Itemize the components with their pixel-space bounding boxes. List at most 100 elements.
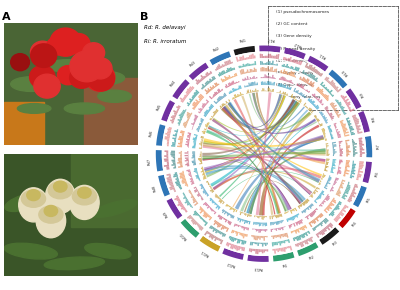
- Text: Ri1: Ri1: [282, 264, 288, 269]
- Polygon shape: [194, 115, 198, 117]
- Polygon shape: [192, 86, 195, 89]
- Polygon shape: [207, 193, 208, 195]
- Polygon shape: [310, 194, 313, 197]
- Polygon shape: [294, 215, 297, 218]
- Polygon shape: [225, 71, 227, 73]
- Polygon shape: [183, 208, 186, 210]
- Polygon shape: [230, 236, 232, 240]
- Polygon shape: [176, 106, 180, 109]
- Polygon shape: [352, 190, 355, 192]
- Polygon shape: [202, 158, 286, 212]
- Polygon shape: [203, 211, 206, 214]
- Polygon shape: [164, 138, 170, 140]
- Polygon shape: [255, 249, 257, 254]
- Polygon shape: [294, 66, 297, 71]
- Polygon shape: [193, 125, 194, 126]
- Polygon shape: [194, 168, 197, 170]
- Polygon shape: [325, 197, 329, 200]
- Polygon shape: [178, 124, 180, 126]
- Polygon shape: [214, 237, 218, 241]
- Polygon shape: [178, 122, 181, 124]
- Polygon shape: [262, 216, 264, 220]
- Polygon shape: [188, 143, 189, 144]
- Polygon shape: [218, 197, 220, 199]
- Polygon shape: [220, 66, 223, 68]
- Ellipse shape: [72, 188, 96, 205]
- Polygon shape: [338, 168, 339, 170]
- Polygon shape: [353, 155, 354, 157]
- Polygon shape: [239, 225, 241, 226]
- Polygon shape: [156, 124, 166, 146]
- Polygon shape: [337, 172, 341, 174]
- Polygon shape: [295, 244, 297, 247]
- Polygon shape: [274, 222, 276, 224]
- Polygon shape: [229, 102, 310, 195]
- Polygon shape: [319, 111, 321, 113]
- Polygon shape: [185, 157, 189, 159]
- Text: Rd10: Rd10: [178, 231, 188, 240]
- Polygon shape: [197, 173, 198, 175]
- Polygon shape: [219, 72, 222, 76]
- Polygon shape: [329, 130, 332, 132]
- Polygon shape: [279, 241, 281, 246]
- Polygon shape: [262, 125, 320, 215]
- Polygon shape: [338, 136, 341, 138]
- Polygon shape: [323, 117, 325, 119]
- Polygon shape: [326, 151, 328, 152]
- Polygon shape: [257, 229, 258, 231]
- Polygon shape: [329, 131, 332, 133]
- Polygon shape: [320, 81, 324, 86]
- Polygon shape: [206, 181, 209, 183]
- Polygon shape: [185, 184, 188, 186]
- Polygon shape: [316, 187, 320, 190]
- Polygon shape: [352, 188, 356, 191]
- Polygon shape: [199, 95, 204, 99]
- Polygon shape: [310, 67, 314, 71]
- Polygon shape: [192, 126, 194, 128]
- Polygon shape: [246, 79, 248, 80]
- Polygon shape: [342, 125, 346, 128]
- Polygon shape: [337, 191, 341, 194]
- Polygon shape: [201, 122, 203, 124]
- Polygon shape: [236, 88, 238, 91]
- Polygon shape: [255, 235, 257, 240]
- Polygon shape: [349, 108, 351, 111]
- Polygon shape: [226, 227, 228, 229]
- Polygon shape: [321, 230, 325, 235]
- Polygon shape: [353, 187, 356, 189]
- Polygon shape: [326, 80, 329, 83]
- Polygon shape: [206, 124, 209, 126]
- Text: Ri5: Ri5: [366, 197, 372, 204]
- Polygon shape: [306, 199, 308, 202]
- Polygon shape: [346, 160, 350, 162]
- Polygon shape: [208, 127, 276, 215]
- Polygon shape: [192, 219, 196, 223]
- Polygon shape: [266, 249, 268, 251]
- Polygon shape: [191, 217, 194, 220]
- Polygon shape: [282, 240, 284, 243]
- Polygon shape: [286, 64, 288, 68]
- Polygon shape: [350, 175, 354, 177]
- Polygon shape: [354, 185, 358, 188]
- Polygon shape: [282, 77, 285, 81]
- Polygon shape: [272, 75, 274, 79]
- Polygon shape: [325, 166, 329, 167]
- Polygon shape: [220, 96, 223, 99]
- Text: Ri12: Ri12: [293, 41, 302, 47]
- Polygon shape: [328, 127, 330, 129]
- Polygon shape: [266, 242, 268, 244]
- Polygon shape: [273, 222, 275, 224]
- Polygon shape: [224, 211, 227, 215]
- Polygon shape: [324, 168, 326, 170]
- Polygon shape: [259, 222, 260, 226]
- Polygon shape: [180, 140, 183, 142]
- Polygon shape: [359, 146, 362, 147]
- Polygon shape: [303, 72, 305, 75]
- Polygon shape: [202, 169, 204, 171]
- Polygon shape: [249, 64, 250, 66]
- Polygon shape: [208, 233, 212, 238]
- Polygon shape: [217, 223, 221, 228]
- Polygon shape: [193, 139, 197, 141]
- Polygon shape: [168, 181, 173, 184]
- Polygon shape: [325, 144, 327, 146]
